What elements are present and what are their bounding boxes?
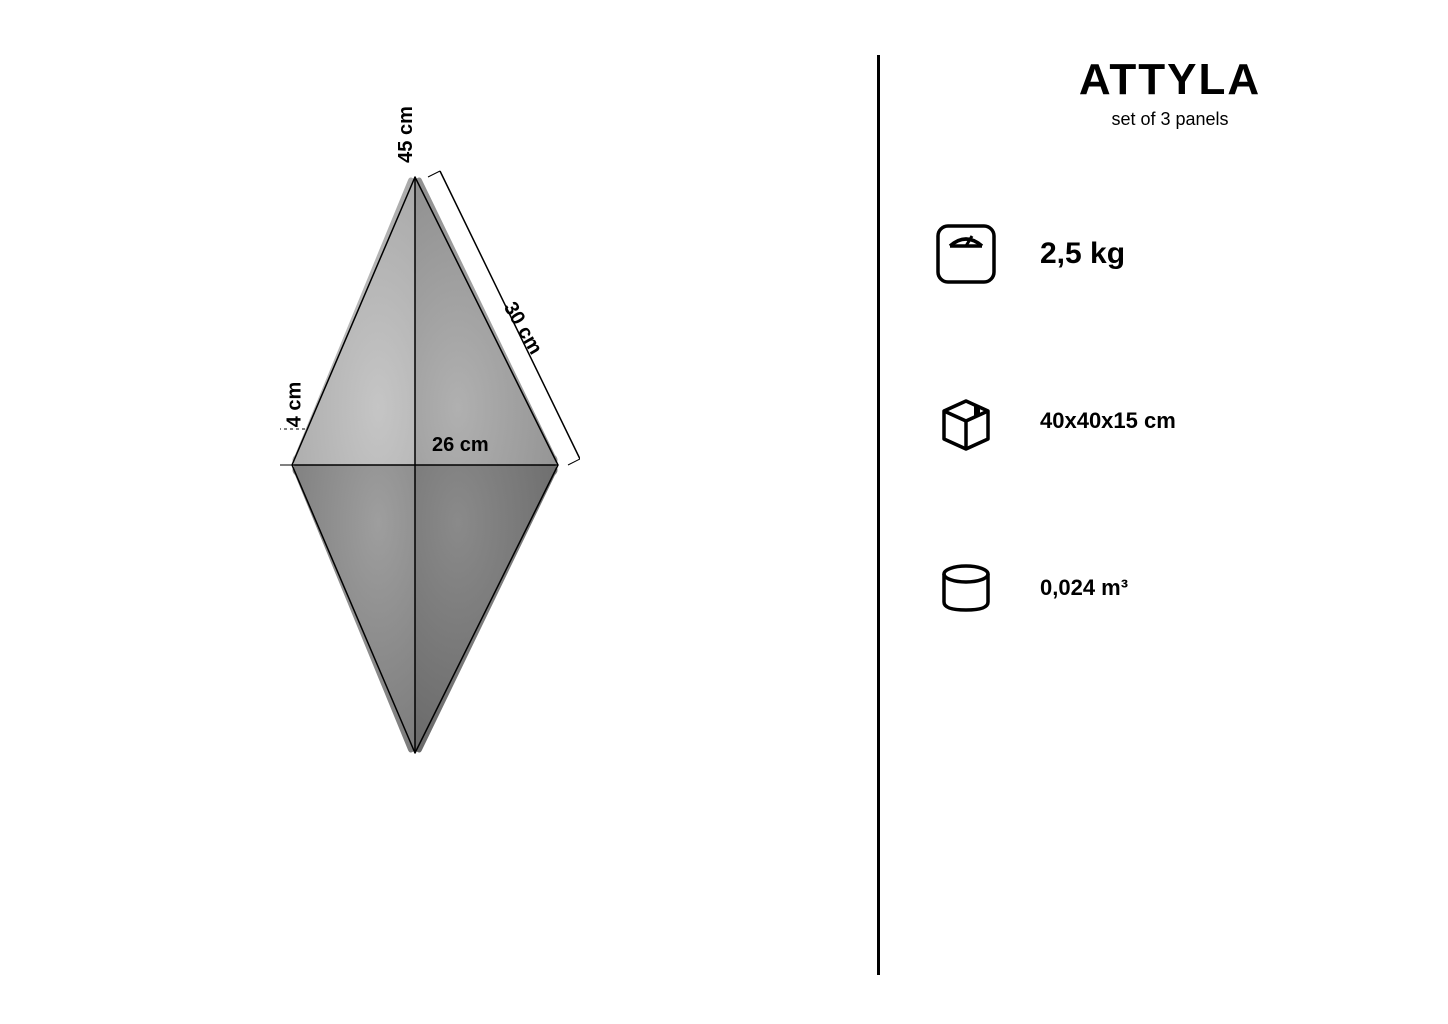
dimension-height-label: 45 cm [395, 106, 418, 163]
spec-volume-row: 0,024 m³ [920, 552, 1420, 624]
dimension-width-label: 26 cm [432, 434, 489, 457]
box-icon [930, 385, 1002, 457]
vertical-divider [877, 55, 880, 975]
product-title: ATTYLA [920, 55, 1420, 105]
cylinder-icon [930, 552, 1002, 624]
spec-box-row: 40x40x15 cm [920, 385, 1420, 457]
spec-box-value: 40x40x15 cm [1040, 408, 1176, 434]
dimension-depth-label: 4 cm [283, 382, 306, 428]
spec-weight-row: 2,5 kg [920, 218, 1420, 290]
product-diamond-diagram [280, 165, 580, 765]
specs-panel: ATTYLA set of 3 panels 2,5 kg [920, 0, 1420, 1024]
diagram-panel: 45 cm 26 cm 4 cm 30 cm [0, 0, 875, 1024]
product-subtitle: set of 3 panels [920, 109, 1420, 130]
spec-weight-value: 2,5 kg [1040, 237, 1125, 271]
scale-icon [930, 218, 1002, 290]
spec-volume-value: 0,024 m³ [1040, 575, 1128, 601]
